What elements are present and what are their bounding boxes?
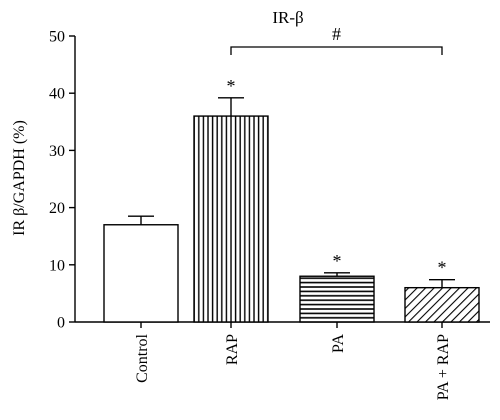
plot-area: 0 10 20 30 40 50 Control RAP PA PA + RAP * * * # — [49, 24, 490, 400]
significance-marker: * — [227, 76, 236, 96]
x-tick-label: RAP — [224, 334, 241, 365]
y-tick-label: 20 — [49, 200, 65, 217]
chart-title: IR-β — [272, 8, 303, 27]
y-axis-label: IR β/GAPDH (%) — [11, 120, 28, 236]
bar-pa-rap — [404, 286, 480, 323]
bar-rap — [193, 115, 269, 323]
x-tick-label: PA — [330, 334, 347, 353]
comparison-marker: # — [332, 24, 341, 44]
comparison-bracket — [230, 46, 443, 55]
bar-pa — [299, 275, 375, 323]
bar-control — [103, 224, 179, 323]
x-tick-label: PA + RAP — [435, 334, 452, 400]
y-tick-label: 50 — [49, 29, 65, 46]
y-tick-label: 10 — [49, 257, 65, 274]
y-tick-label: 30 — [49, 143, 65, 160]
x-tick-label: Control — [134, 333, 151, 382]
significance-marker: * — [333, 251, 342, 271]
y-tick-label: 0 — [57, 315, 65, 332]
y-tick-label: 40 — [49, 86, 65, 103]
significance-marker: * — [438, 258, 447, 278]
